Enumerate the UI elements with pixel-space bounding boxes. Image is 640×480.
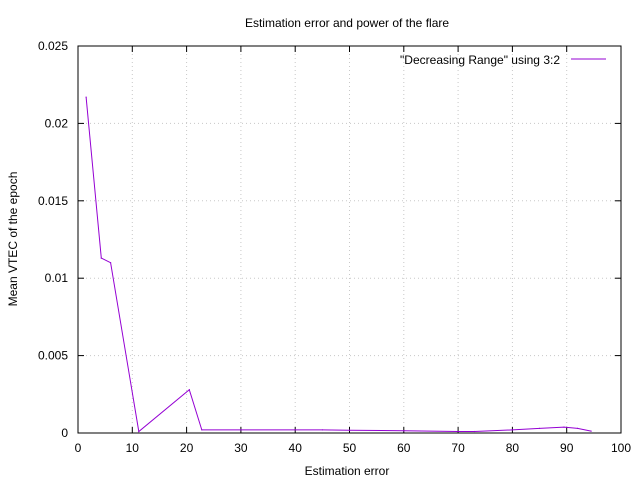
data-point (100, 257, 102, 259)
data-point (563, 426, 565, 428)
grid (78, 46, 621, 433)
legend-label: "Decreasing Range" using 3:2 (400, 53, 560, 67)
x-tick-label: 40 (289, 441, 303, 455)
x-tick-label: 70 (451, 441, 465, 455)
data-point (240, 429, 242, 431)
data-point (538, 427, 541, 429)
y-tick-label: 0.015 (38, 194, 68, 208)
y-tick-label: 0.02 (45, 116, 69, 130)
axis-ticks (77, 45, 622, 434)
y-tick-label: 0.005 (38, 349, 68, 363)
data-point (457, 430, 459, 433)
x-tick-label: 10 (126, 441, 140, 455)
data-point (511, 429, 513, 431)
data-point (188, 389, 190, 391)
data-point (201, 429, 203, 431)
x-tick-labels: 0 10 20 30 40 50 60 70 80 90 100 (75, 441, 632, 455)
data-point (321, 429, 323, 431)
x-tick-label: 80 (506, 441, 520, 455)
x-tick-label: 90 (560, 441, 574, 455)
x-tick-label: 100 (611, 441, 631, 455)
data-point (473, 430, 475, 433)
chart-title: Estimation error and power of the flare (245, 16, 449, 30)
series-line (85, 97, 592, 433)
x-axis-label: Estimation error (305, 464, 390, 478)
y-tick-label: 0.025 (38, 39, 68, 53)
x-tick-label: 50 (343, 441, 357, 455)
series-group (85, 96, 592, 433)
data-point (138, 430, 140, 433)
data-point (577, 427, 579, 429)
data-point (403, 430, 405, 432)
data-point (348, 429, 351, 431)
y-axis-label: Mean VTEC of the epoch (6, 172, 20, 307)
y-tick-labels: 0 0.005 0.01 0.015 0.02 0.025 (38, 39, 68, 440)
data-point (294, 429, 296, 431)
data-point (110, 262, 112, 264)
data-point (85, 96, 87, 98)
x-tick-label: 20 (180, 441, 194, 455)
legend: "Decreasing Range" using 3:2 (400, 53, 606, 67)
x-tick-label: 60 (397, 441, 411, 455)
x-tick-label: 0 (75, 441, 82, 455)
y-tick-label: 0.01 (45, 271, 69, 285)
y-tick-label: 0 (61, 426, 68, 440)
x-tick-label: 30 (234, 441, 248, 455)
data-point (590, 430, 592, 432)
